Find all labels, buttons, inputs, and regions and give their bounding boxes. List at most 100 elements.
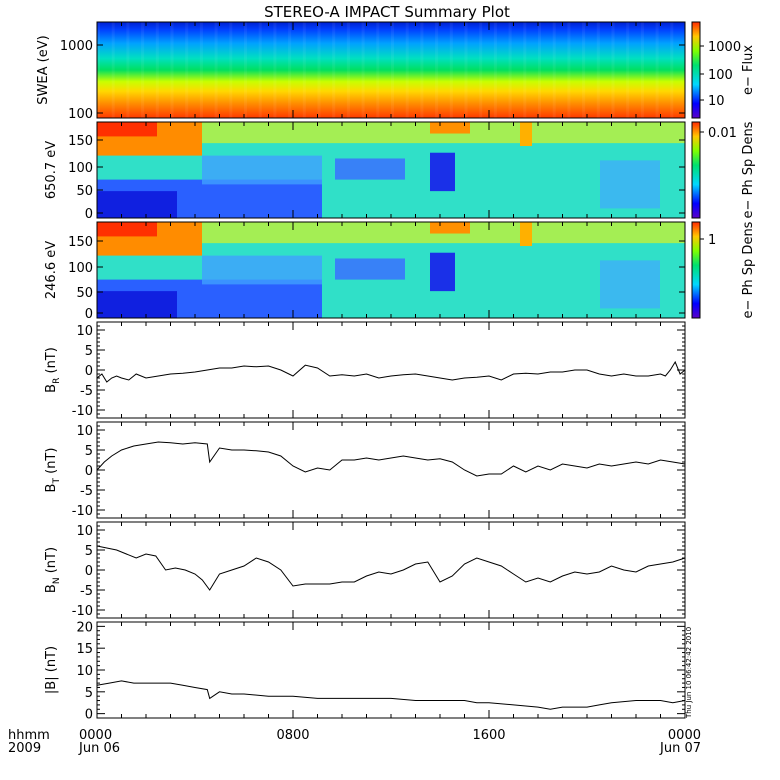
y-tick-label: 5 [85,444,93,459]
spectrogram-band [520,122,532,146]
line-panel-3: 10 5 0 -5 -10 BN (nT) [44,521,686,619]
spectrogram-band [520,222,532,246]
y-tick-label: 0 [85,464,93,479]
series-ylabel: BR (nT) [44,347,62,393]
spectrogram-band [449,22,453,118]
y-tick-label: 0 [85,708,93,723]
spectrogram-band [273,22,277,118]
spectrogram-band [567,22,571,118]
ylabel-main: B [44,384,59,393]
spectrogram-band [361,22,365,118]
colorbar [691,221,701,319]
spectrogram-band [346,22,350,118]
time-tick-label: 0800 [276,728,309,743]
series-line-BR [96,360,686,383]
spectrogram-band [435,22,439,118]
series-line-BN [96,545,686,591]
spectrogram-band [464,22,468,118]
y-tick-label: 5 [85,686,93,701]
spectrogram-band [335,258,405,280]
spectrogram-band [430,252,455,292]
spectrogram-band [430,122,470,134]
ylabel-subscript: R [52,378,62,384]
ylabel-unit: (nT) [44,547,59,577]
y-tick-label: 10 [76,424,93,439]
ylabel-subscript: T [52,478,62,485]
series-ylabel: BN (nT) [44,547,62,593]
spectrogram-band [97,22,100,118]
spectrogram-ylabel: 650.7 eV [44,141,59,199]
spectrogram-band [155,22,159,118]
y-tick-label: -10 [72,404,93,419]
spectrogram-band [430,222,470,234]
y-tick-label: 0 [85,364,93,379]
y-tick-label: -5 [80,484,93,499]
spectrogram-band [229,22,233,118]
spectrogram-band [405,22,409,118]
time-axis-label-line2: 2009 [8,741,41,756]
panel-frame [96,421,686,519]
spectrogram-band [97,222,157,237]
y-tick-label: 20 [76,620,93,635]
spectrogram-band [493,22,497,118]
colorbar-tick-label: 10 [708,94,725,109]
y-tick-label: 0 [85,564,93,579]
spectrogram-band [596,22,600,118]
spectrogram-panel: 1000 100 SWEA (eV) 1000 100 10 e− Flux [36,21,756,122]
series-ylabel: BT (nT) [44,448,62,493]
time-tick-label: 1600 [472,728,505,743]
y-tick-label: 10 [76,524,93,539]
spectrogram-band [214,22,218,118]
series-ylabel: |B| (nT) [44,646,59,694]
colorbar-tick-label: 1000 [708,40,741,55]
line-panel-4: 20 15 10 5 0 |B| (nT) [44,620,686,723]
y-tick-label: 50 [76,184,93,199]
spectrogram-ylabel: 246.6 eV [44,241,59,299]
series-line-BT [96,441,686,477]
ylabel-unit: (nT) [44,448,59,478]
spectrogram-band [97,222,685,244]
y-tick-label: 0 [85,307,93,322]
panel-frame [96,321,686,419]
ylabel-subscript: N [52,577,62,584]
spectrogram-band [202,155,322,185]
y-tick-label: 100 [68,161,93,176]
spectrogram-band [258,22,262,118]
spectrogram-band [626,22,630,118]
spectrogram-band [97,191,177,218]
ylabel-unit: (nT) [44,347,59,377]
time-tick-date: Jun 07 [659,741,701,756]
spectrogram-band [538,22,541,118]
time-tick-label: 0000 [79,728,112,743]
y-tick-label: 10 [76,324,93,339]
y-tick-label: -10 [72,504,93,519]
colorbar [691,21,701,119]
spectrogram-band [523,22,527,118]
spectrogram-band [141,22,145,118]
y-tick-label: 0 [85,207,93,222]
colorbar-tick-label: 0.01 [708,126,737,141]
spectrogram-band [600,160,660,209]
time-tick-date: Jun 06 [78,741,120,756]
spectrogram-band [111,22,115,118]
y-tick-label: 1000 [60,39,93,54]
spectrogram-band [670,22,674,118]
spectrogram-band [430,152,455,192]
swea-spectrogram-image [97,22,685,118]
spectrogram-band [391,22,394,118]
panel-frame [96,521,686,619]
spectrogram-band [376,22,380,118]
colorbar [691,121,701,219]
y-tick-label: 100 [68,107,93,122]
spectrogram-band [97,122,685,144]
spectrogram-band [126,22,130,118]
spectrogram-panel: 150 100 50 0 650.7 eV 0.01 e− Ph Sp Dens [44,121,756,222]
colorbar-tick-label: 100 [708,68,733,83]
spectrogram-band [317,22,321,118]
spectrogram-band [332,22,336,118]
spectrogram-band [479,22,483,118]
plot-timestamp: Thu Jun 10 06:42:42 2010 [685,627,693,719]
y-tick-label: 100 [68,261,93,276]
y-tick-label: 10 [76,664,93,679]
